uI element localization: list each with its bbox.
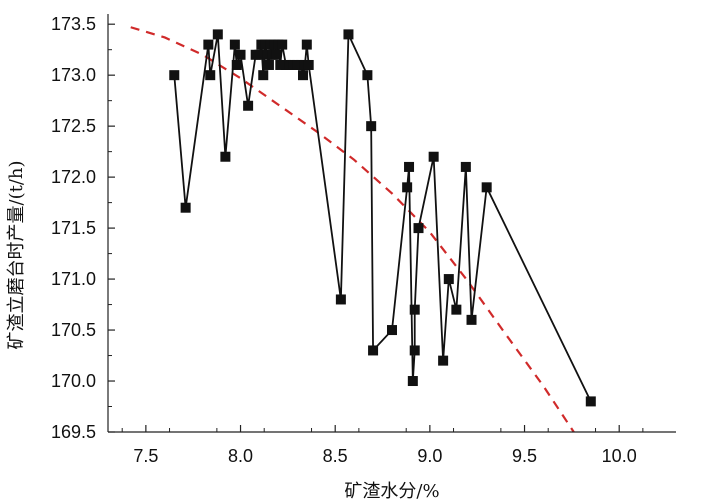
data-point	[169, 70, 180, 81]
data-point	[258, 70, 269, 81]
trend-curve	[130, 26, 575, 433]
text-layer: 7.5 8.0 8.5 9.0 9.5 10.0 169.5 170.0 170.5 171.0 1…	[6, 14, 637, 502]
axis-layer	[107, 14, 676, 433]
x-tick-label: 10.0	[602, 446, 637, 466]
data-point	[212, 29, 223, 40]
data-point	[298, 70, 309, 81]
data-point	[275, 59, 286, 70]
marker-layer	[169, 29, 596, 407]
data-point	[409, 345, 420, 356]
data-point	[231, 59, 242, 70]
data-point	[585, 396, 596, 407]
data-point	[254, 49, 265, 60]
data-point	[271, 49, 282, 60]
data-point	[205, 70, 216, 81]
x-tick-label: 8.0	[228, 446, 253, 466]
data-point	[277, 39, 288, 50]
trend-layer	[130, 26, 575, 433]
y-tick-label: 173.5	[51, 14, 96, 34]
data-point	[235, 49, 246, 60]
data-point	[180, 202, 191, 213]
line-layer	[173, 33, 592, 403]
y-tick-label: 169.5	[51, 422, 96, 442]
data-point	[220, 151, 231, 162]
data-point	[409, 304, 420, 315]
x-tick-label: 7.5	[133, 446, 158, 466]
y-tick-label: 171.0	[51, 269, 96, 289]
data-series-line	[173, 33, 592, 403]
y-tick-label: 172.0	[51, 167, 96, 187]
data-point	[428, 151, 439, 162]
data-point	[387, 325, 397, 336]
data-point	[402, 182, 413, 193]
y-tick-label: 172.5	[51, 116, 96, 136]
y-tick-label: 173.0	[51, 65, 96, 85]
data-point	[404, 161, 415, 172]
x-axis-title: 矿渣水分/%	[344, 481, 439, 502]
data-point	[407, 376, 418, 387]
data-point	[362, 70, 373, 81]
data-point	[203, 39, 214, 50]
data-point	[443, 274, 454, 285]
y-axis-title: 矿渣立磨台时产量/(t/h)	[6, 161, 27, 350]
data-point	[301, 39, 312, 50]
data-point	[243, 100, 254, 111]
data-point	[366, 121, 377, 132]
x-tick-label: 9.0	[417, 446, 442, 466]
data-point	[481, 182, 492, 193]
data-point	[451, 304, 462, 315]
x-tick-label: 9.5	[512, 446, 537, 466]
x-tick-label: 8.5	[323, 446, 348, 466]
data-point	[466, 314, 477, 325]
data-point	[303, 59, 314, 70]
data-point	[263, 59, 274, 70]
y-tick-label: 170.0	[51, 371, 96, 391]
y-tick-label: 170.5	[51, 320, 96, 340]
data-point	[368, 345, 379, 356]
data-point	[438, 355, 449, 366]
data-point	[229, 39, 240, 50]
data-point	[343, 29, 354, 40]
data-point	[413, 223, 424, 234]
data-point	[460, 161, 471, 172]
data-point	[260, 39, 271, 50]
data-point	[262, 49, 273, 60]
data-point	[335, 294, 346, 305]
y-tick-label: 171.5	[51, 218, 96, 238]
